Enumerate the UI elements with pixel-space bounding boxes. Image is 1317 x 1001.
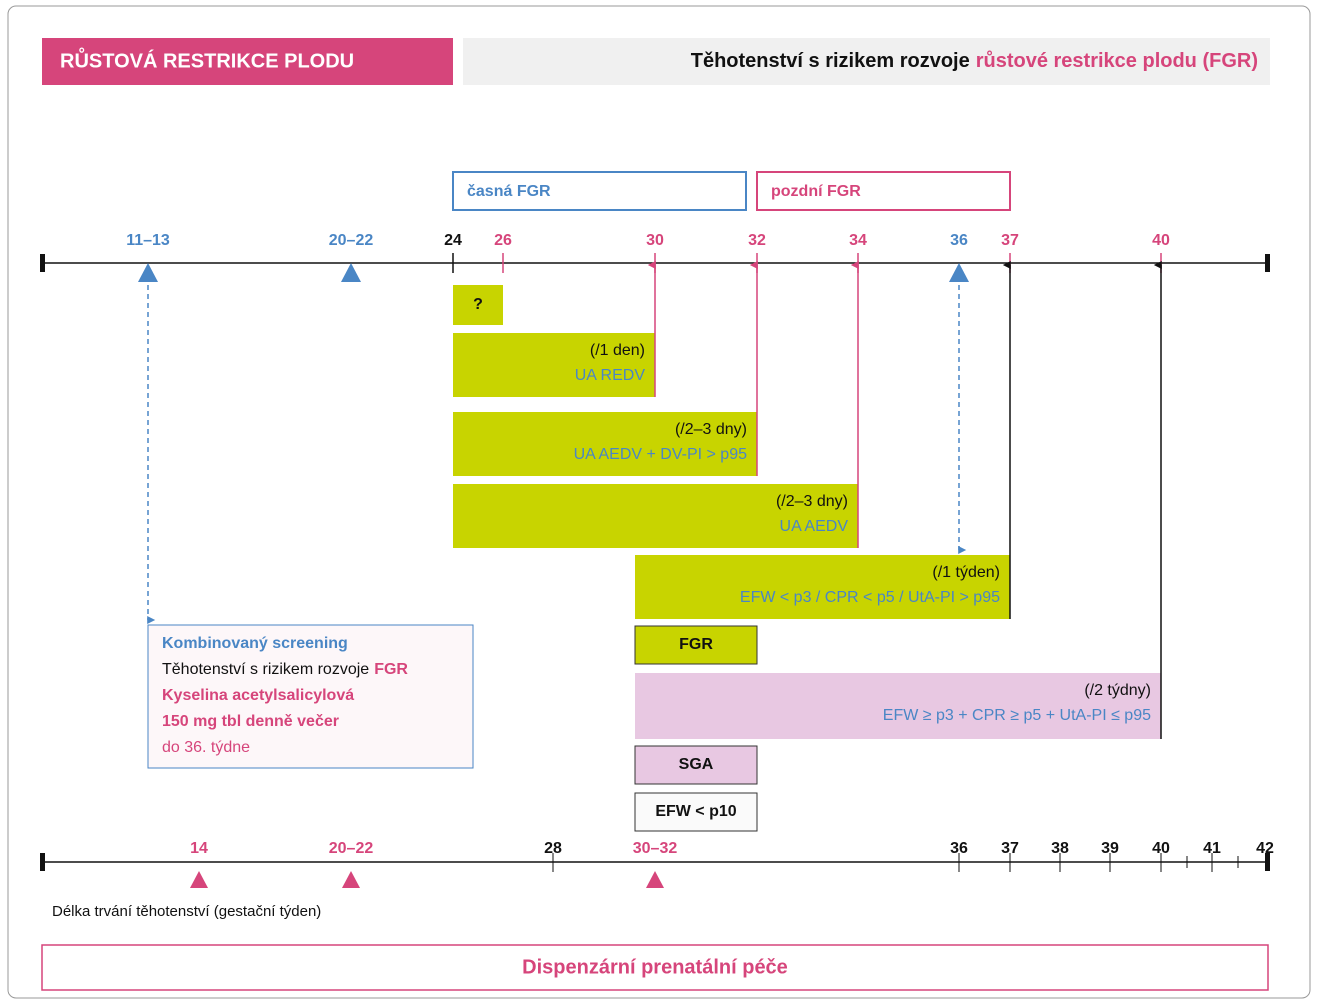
axis-tick-label: 14: [190, 840, 208, 857]
box: [634, 745, 758, 785]
bar: [453, 412, 757, 476]
bar-interval: (/2–3 dny): [675, 421, 747, 438]
screening-text: Těhotenství s rizikem rozvoje: [162, 661, 369, 678]
bar-interval: (/1 den): [590, 342, 645, 359]
axis-tick-label: 30–32: [633, 840, 678, 857]
box: [634, 625, 758, 665]
subtitle-highlight: růstové restrikce plodu (FGR): [976, 50, 1258, 72]
axis-marker: [190, 871, 208, 888]
bar-interval: (/2 týdny): [1084, 682, 1151, 699]
title-box: [42, 38, 453, 85]
screening-line: Kyselina acetylsalicylová: [162, 687, 354, 704]
bar-label: ?: [473, 296, 483, 313]
axis-label: Délka trvání těhotenství (gestační týden…: [52, 903, 321, 920]
box: [634, 792, 758, 832]
axis-tick-label: 39: [1101, 840, 1119, 857]
bar-interval: (/2–3 dny): [776, 493, 848, 510]
bar: [453, 285, 503, 325]
bar: [453, 333, 655, 397]
bottom-axis: 14 20–22 28 30–32 36 37 38 39 40 41 42: [40, 840, 1274, 888]
axis-tick-label: 38: [1051, 840, 1069, 857]
screening-highlight: FGR: [374, 661, 408, 678]
bar: [635, 673, 1161, 739]
screening-line: do 36. týdne: [162, 739, 250, 756]
axis-marker: [646, 871, 664, 888]
axis-tick-label: 37: [1001, 840, 1019, 857]
bar: [635, 555, 1010, 619]
screening-line: Těhotenství s rizikem rozvoje FGR: [162, 661, 408, 678]
axis-tick-label: 40: [1152, 232, 1170, 249]
bar-criteria: UA AEDV: [780, 518, 849, 535]
subtitle: Těhotenství s rizikem rozvoje růstové res…: [691, 50, 1258, 72]
top-axis: 11–13 20–22 24 26 30 32 34 36 37 40: [40, 232, 1270, 282]
axis-tick-label: 20–22: [329, 840, 374, 857]
box-label: FGR: [679, 636, 713, 653]
box-label: EFW < p10: [655, 803, 736, 820]
axis-tick-label: 42: [1256, 840, 1274, 857]
axis-tick-label: 40: [1152, 840, 1170, 857]
axis-tick-label: 41: [1203, 840, 1221, 857]
subtitle-text: Těhotenství s rizikem rozvoje: [691, 50, 970, 72]
screening-box: [147, 624, 474, 769]
title: RŮSTOVÁ RESTRIKCE PLODU: [60, 46, 354, 72]
axis-tick-label: 30: [646, 232, 664, 249]
axis-tick-label: 24: [444, 232, 462, 249]
axis-tick-label: 26: [494, 232, 512, 249]
axis-marker: [138, 263, 158, 282]
axis-tick-label: 34: [849, 232, 867, 249]
bar-criteria: EFW ≥ p3 + CPR ≥ p5 + UtA-PI ≤ p95: [883, 707, 1151, 724]
axis-tick-label: 32: [748, 232, 766, 249]
bar-criteria: UA AEDV + DV-PI > p95: [574, 446, 748, 463]
axis-tick-label: 36: [950, 840, 968, 857]
axis-tick-label: 37: [1001, 232, 1019, 249]
footer: Dispenzární prenatální péče: [522, 956, 788, 978]
axis-tick-label: 36: [950, 232, 968, 249]
bar-interval: (/1 týden): [932, 564, 1000, 581]
footer-box: [41, 944, 1269, 991]
screening-line: 150 mg tbl denně večer: [162, 713, 339, 730]
axis-marker: [341, 263, 361, 282]
bar-criteria: UA REDV: [575, 367, 646, 384]
axis-marker: [949, 263, 969, 282]
phase-box: [756, 171, 1011, 211]
phase-label: pozdní FGR: [771, 183, 861, 200]
frame: [7, 5, 1311, 999]
bar-criteria: EFW < p3 / CPR < p5 / UtA-PI > p95: [740, 589, 1000, 606]
axis-tick-label: 20–22: [329, 232, 374, 249]
axis-tick-label: 11–13: [126, 232, 170, 249]
axis-marker: [342, 871, 360, 888]
bar: [453, 484, 858, 548]
box-label: SGA: [679, 756, 714, 773]
phase-label: časná FGR: [467, 183, 551, 200]
screening-title: Kombinovaný screening: [162, 635, 348, 652]
phase-box: [452, 171, 747, 211]
axis-tick-label: 28: [544, 840, 562, 857]
subtitle-box: [463, 38, 1270, 85]
